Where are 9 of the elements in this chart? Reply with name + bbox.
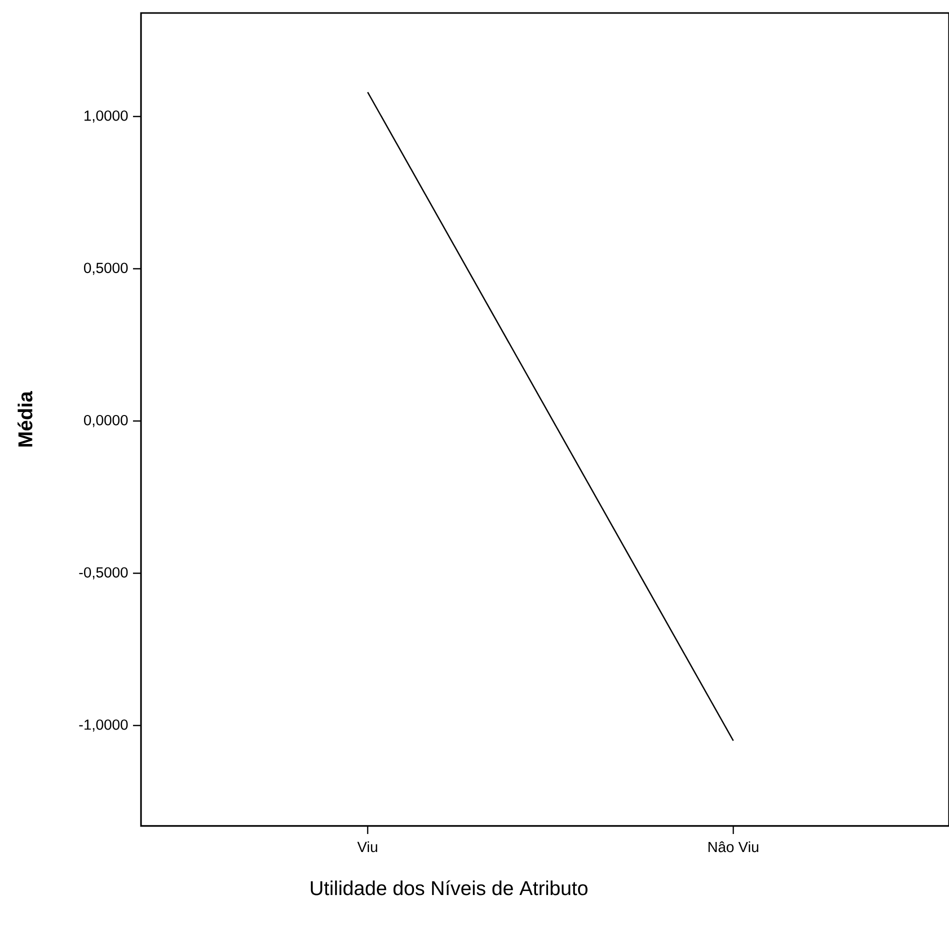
y-axis-title: Média — [18, 391, 32, 446]
y-tick-label: 1,0000 — [84, 110, 128, 123]
x-axis-title: Utilidade dos Níveis de Atributo — [310, 880, 588, 896]
y-tick-label: -1,0000 — [79, 719, 128, 732]
y-tick-label: -0,5000 — [79, 567, 128, 580]
y-tick-label: 0,0000 — [84, 414, 128, 428]
x-tick-label: Viu — [357, 841, 378, 852]
y-tick-label: 0,5000 — [84, 262, 128, 275]
x-tick-label: Nâo Viu — [708, 841, 758, 852]
